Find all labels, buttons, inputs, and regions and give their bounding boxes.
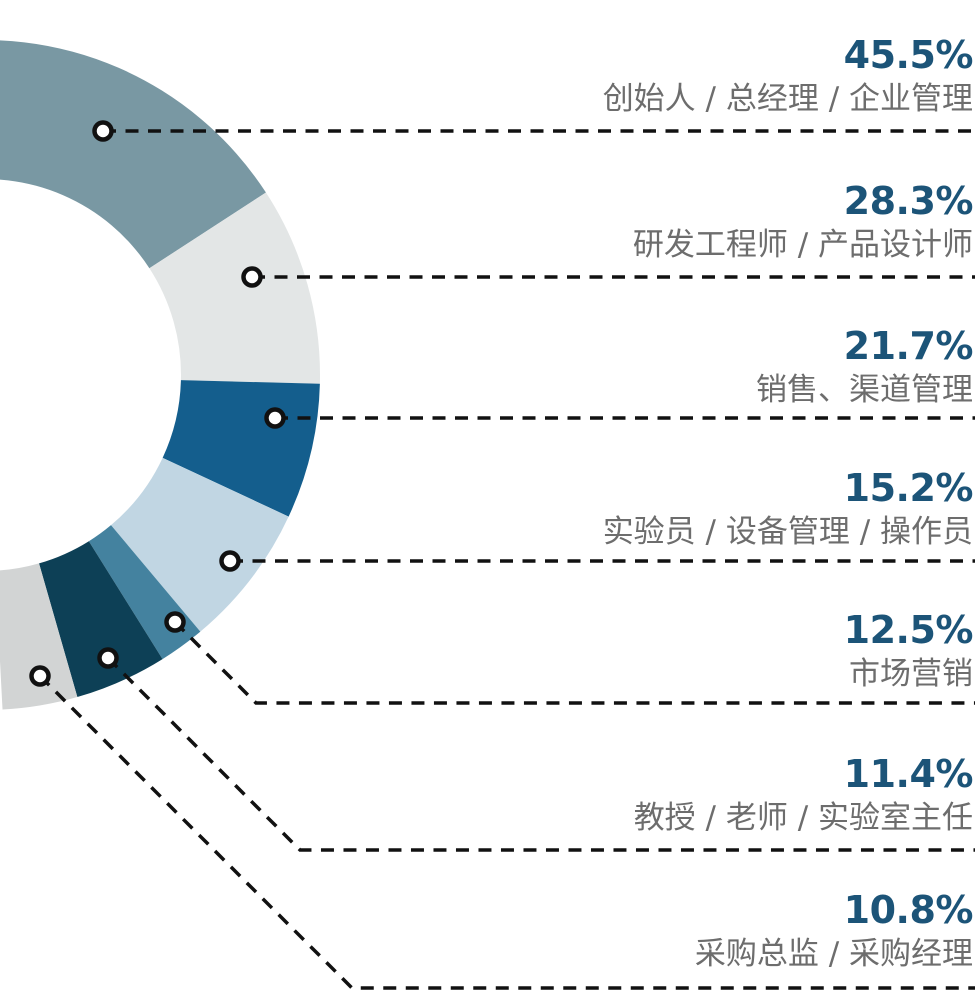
percent-value: 45.5% bbox=[843, 33, 974, 77]
leader-line-6 bbox=[38, 674, 975, 990]
legend-row: 11.4% 教授 / 老师 / 实验室主任 bbox=[633, 752, 974, 838]
category-label: 实验员 / 设备管理 / 操作员 bbox=[602, 514, 973, 550]
segment-marker-icon bbox=[92, 120, 114, 142]
legend-row: 10.8% 采购总监 / 采购经理 bbox=[694, 888, 974, 974]
donut-segment-1 bbox=[149, 192, 321, 384]
legend-row: 28.3% 研发工程师 / 产品设计师 bbox=[632, 179, 974, 265]
percent-value: 28.3% bbox=[843, 179, 974, 223]
segment-marker-icon bbox=[29, 665, 51, 687]
segment-marker-icon bbox=[219, 550, 241, 572]
category-label: 研发工程师 / 产品设计师 bbox=[632, 227, 973, 263]
percent-value: 10.8% bbox=[843, 888, 974, 932]
category-label: 销售、渠道管理 bbox=[756, 372, 973, 408]
legend-row: 21.7% 销售、渠道管理 bbox=[756, 324, 974, 410]
category-label: 教授 / 老师 / 实验室主任 bbox=[633, 800, 973, 836]
percent-value: 12.5% bbox=[843, 608, 974, 652]
donut-segment-5 bbox=[39, 541, 163, 698]
category-label: 创始人 / 总经理 / 企业管理 bbox=[602, 81, 973, 117]
leader-line-4 bbox=[173, 620, 975, 705]
segment-marker-icon bbox=[241, 266, 263, 288]
segment-marker-icon bbox=[264, 407, 286, 429]
donut-segment-6 bbox=[0, 563, 78, 710]
segment-marker-icon bbox=[97, 647, 119, 669]
donut-segment-3 bbox=[110, 457, 289, 632]
donut-segment-0 bbox=[0, 40, 266, 269]
legend-row: 45.5% 创始人 / 总经理 / 企业管理 bbox=[602, 33, 974, 119]
percent-value: 21.7% bbox=[843, 324, 974, 368]
legend-row: 15.2% 实验员 / 设备管理 / 操作员 bbox=[602, 466, 974, 552]
leader-line-5 bbox=[106, 656, 975, 852]
percent-value: 15.2% bbox=[843, 466, 974, 510]
segment-marker-icon bbox=[164, 611, 186, 633]
category-label: 采购总监 / 采购经理 bbox=[694, 936, 973, 972]
legend-row: 12.5% 市场营销 bbox=[843, 608, 974, 694]
category-label: 市场营销 bbox=[849, 656, 973, 692]
percent-value: 11.4% bbox=[843, 752, 974, 796]
